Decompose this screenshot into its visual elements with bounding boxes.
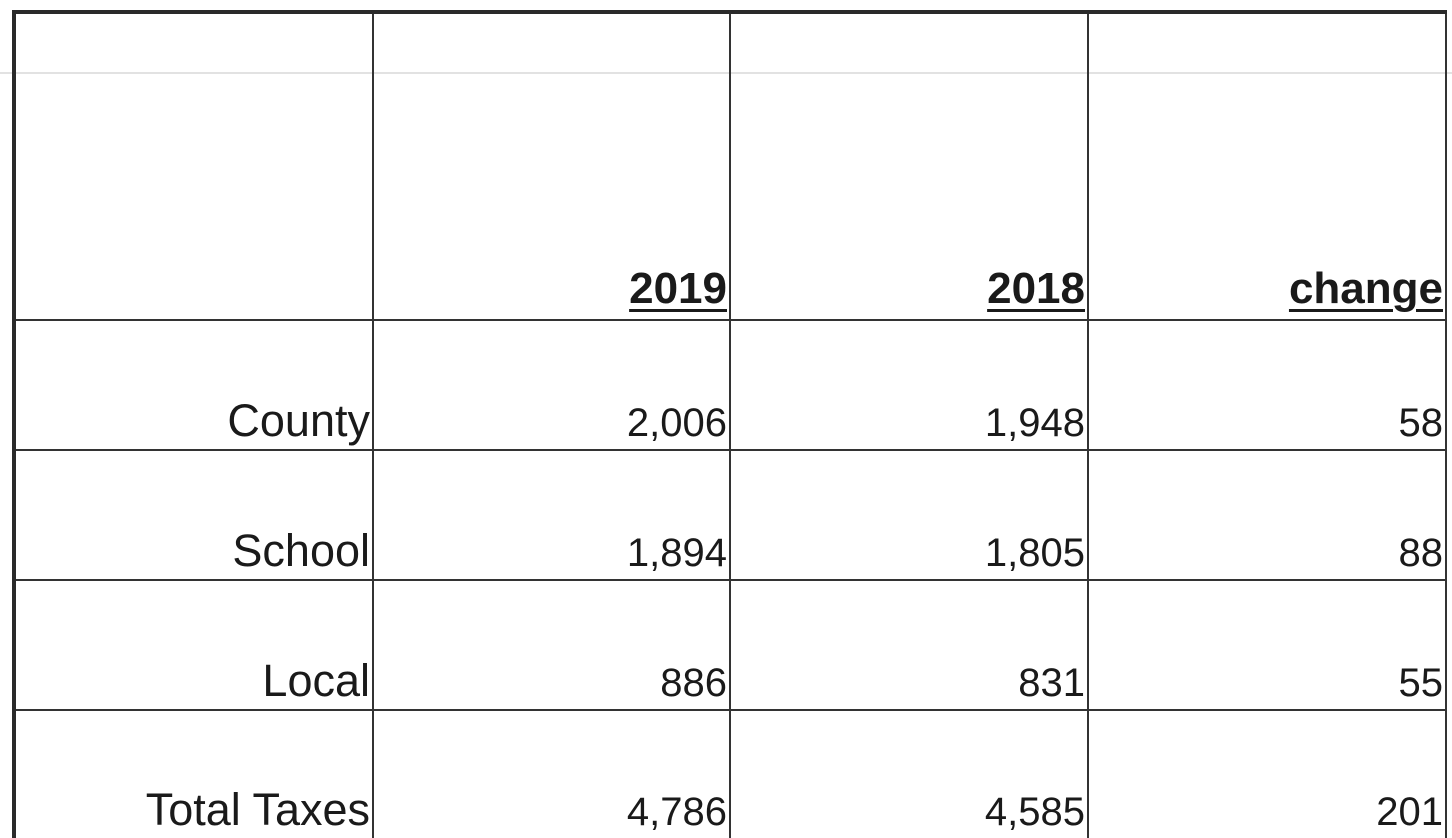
value-cell: 1,948: [729, 319, 1089, 451]
value-cell: 1,894: [372, 449, 731, 581]
value-cell: 1,805: [729, 449, 1089, 581]
header-cell: 2019: [372, 11, 731, 321]
value-cell: 55: [1087, 579, 1447, 711]
row-label: County: [13, 319, 374, 451]
value-cell: 201: [1087, 709, 1447, 838]
data-row: School 1,894 1,805 88: [13, 449, 1447, 581]
header-cell: 2018: [729, 11, 1089, 321]
data-row: Total Taxes 4,786 4,585 201: [13, 709, 1447, 838]
header-text: 2018: [987, 264, 1085, 313]
row-label: Local: [13, 579, 374, 711]
value-cell: 4,585: [729, 709, 1089, 838]
header-cell: change: [1087, 11, 1447, 321]
value-cell: 831: [729, 579, 1089, 711]
value-cell: 58: [1087, 319, 1447, 451]
header-row: 2019 2018 change: [13, 11, 1447, 321]
value-cell: 886: [372, 579, 731, 711]
data-row: Local 886 831 55: [13, 579, 1447, 711]
value-cell: 88: [1087, 449, 1447, 581]
header-text: 2019: [629, 264, 727, 313]
header-text: change: [1288, 264, 1443, 313]
tax-table: 2019 2018 change County 2,006 1,948 58 School 1,…: [12, 10, 1447, 838]
row-label: School: [13, 449, 374, 581]
row-label: Total Taxes: [13, 709, 374, 838]
corner-cell: [13, 11, 374, 321]
value-cell: 4,786: [372, 709, 731, 838]
data-row: County 2,006 1,948 58: [13, 319, 1447, 451]
value-cell: 2,006: [372, 319, 731, 451]
